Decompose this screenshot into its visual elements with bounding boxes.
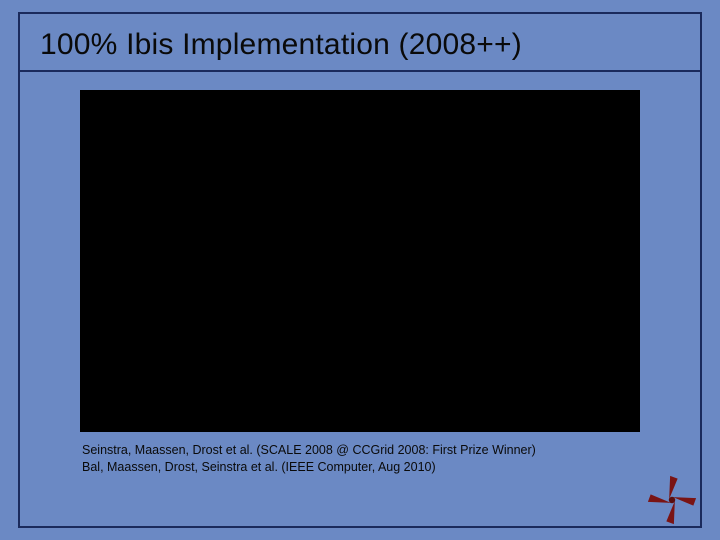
citations-block: Seinstra, Maassen, Drost et al. (SCALE 2… [40,442,680,476]
citation-line-1: Seinstra, Maassen, Drost et al. (SCALE 2… [82,442,680,459]
windmill-icon [646,474,698,526]
slide-frame: 100% Ibis Implementation (2008++) Seinst… [18,12,702,528]
citation-line-2: Bal, Maassen, Drost, Seinstra et al. (IE… [82,459,680,476]
slide-title: 100% Ibis Implementation (2008++) [40,28,680,70]
title-underline [20,70,700,72]
video-placeholder [80,90,640,432]
content-area [40,90,680,432]
